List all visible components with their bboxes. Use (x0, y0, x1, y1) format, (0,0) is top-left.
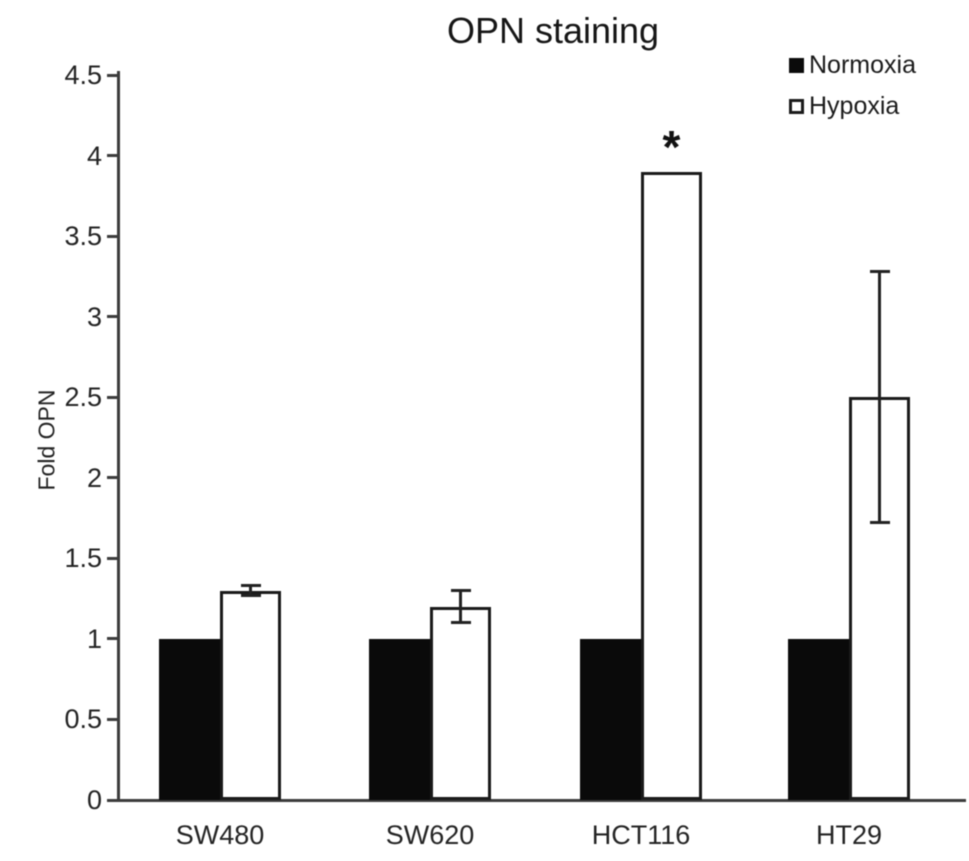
bar-hypoxia-ht29 (849, 397, 910, 800)
y-axis-tick (107, 315, 117, 319)
y-axis-tick-label: 0 (86, 785, 102, 815)
x-axis-line (117, 799, 966, 802)
legend-item-hypoxia: Hypoxia (789, 92, 916, 120)
y-axis-tick-label: 3.5 (64, 221, 102, 252)
y-axis-line (117, 71, 120, 802)
y-axis-tick (107, 73, 117, 77)
error-bar (878, 271, 881, 523)
bar-normoxia-sw620 (369, 638, 430, 800)
chart-title: OPN staining (446, 10, 660, 51)
error-bar-cap-top (450, 589, 471, 593)
y-axis-tick-label: 4.5 (64, 60, 102, 90)
x-category-label: SW620 (385, 820, 475, 850)
significance-asterisk: * (662, 120, 681, 173)
y-axis-tick (107, 476, 117, 480)
legend-item-normoxia: Normoxia (789, 51, 916, 79)
y-axis-tick (107, 717, 117, 721)
error-bar-cap-bottom (869, 521, 890, 525)
y-axis-tick-label: 0.5 (64, 704, 102, 735)
y-axis-tick-label: 1.5 (64, 543, 102, 574)
bar-hypoxia-hct116 (641, 171, 702, 800)
y-axis-tick-label: 4 (86, 140, 102, 171)
error-bar-cap-bottom (450, 621, 471, 625)
y-axis-tick-label: 3 (86, 301, 102, 332)
legend: Normoxia Hypoxia (789, 51, 916, 133)
bar-normoxia-ht29 (788, 638, 849, 800)
hypoxia-swatch-icon (789, 98, 804, 114)
legend-label: Hypoxia (809, 91, 900, 120)
y-axis-tick (107, 798, 117, 802)
x-category-label: HCT116 (591, 820, 691, 850)
normoxia-swatch-icon (789, 57, 804, 73)
x-category-label: SW480 (175, 820, 265, 850)
y-axis-tick (107, 637, 117, 641)
error-bar-cap-top (240, 584, 261, 588)
bar-hypoxia-sw480 (220, 590, 281, 800)
y-axis-tick (107, 234, 117, 238)
bar-normoxia-sw480 (159, 638, 220, 800)
error-bar-cap-top (869, 270, 890, 274)
y-axis-tick (107, 395, 117, 399)
y-axis-tick-label: 1 (86, 623, 102, 654)
legend-label: Normoxia (809, 50, 916, 79)
error-bar (249, 585, 252, 596)
bar-normoxia-hct116 (580, 638, 641, 800)
y-axis-tick-label: 2.5 (64, 382, 102, 413)
x-category-label: HT29 (815, 820, 883, 850)
bar-hypoxia-sw620 (430, 606, 491, 800)
error-bar-cap-bottom (240, 593, 261, 597)
error-bar (459, 590, 462, 623)
y-axis-tick-label: 2 (86, 462, 102, 493)
y-axis-tick (107, 556, 117, 560)
y-axis-tick (107, 154, 117, 158)
